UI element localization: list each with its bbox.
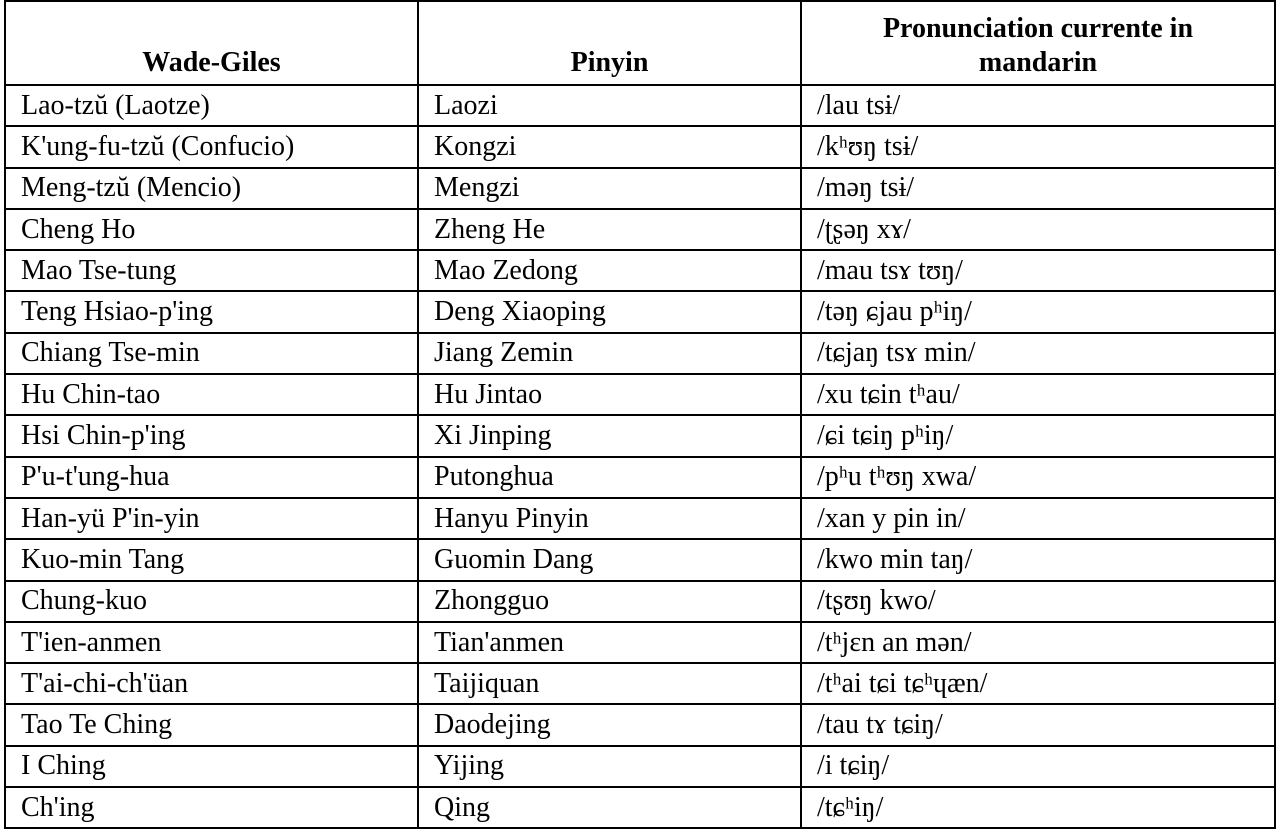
pronunciation-cell: /mau tsɤ tʊŋ/ [800, 249, 1276, 293]
pinyin-cell: Jiang Zemin [417, 331, 802, 376]
wade-giles-cell: K'ung-fu-tzŭ (Confucio) [4, 125, 419, 169]
table-row: Meng-tzŭ (Mencio) Mengzi/məŋ tsɨ/ [4, 166, 1276, 210]
pinyin-cell: Taijiquan [417, 662, 802, 706]
pronunciation-cell: /təŋ ɕjau pʰiŋ/ [800, 290, 1276, 334]
pinyin-cell: Zhongguo [417, 579, 802, 623]
table-row: Cheng Ho Zheng He/ʈʂəŋ xɤ/ [4, 207, 1276, 252]
header-pronunciation: Pronunciation currente in mandarin [800, 0, 1276, 86]
wade-giles-cell: Ch'ing [4, 786, 419, 830]
wade-giles-cell: Chung-kuo [4, 579, 419, 623]
pinyin-cell: Zheng He [417, 207, 802, 252]
pinyin-cell: Tian'anmen [417, 620, 802, 665]
table-row: Tao Te Ching Daodejing/tau tɤ tɕiŋ/ [4, 703, 1276, 747]
wade-giles-cell: Chiang Tse-min [4, 331, 419, 376]
header-row: Wade-Giles Pinyin Pronunciation currente… [4, 0, 1276, 86]
pronunciation-cell: /tʂʊŋ kwo/ [800, 579, 1276, 623]
pronunciation-cell: /məŋ tsɨ/ [800, 166, 1276, 210]
table-row: Han-yü P'in-yin Hanyu Pinyin/xan y pin in… [4, 496, 1276, 541]
pronunciation-cell: /xu tɕin tʰau/ [800, 373, 1276, 417]
pronunciation-cell: /pʰu tʰʊŋ xwa/ [800, 455, 1276, 499]
wade-giles-cell: I Ching [4, 744, 419, 789]
pronunciation-cell: /lau tsɨ/ [800, 83, 1276, 128]
header-wade-giles: Wade-Giles [4, 0, 419, 86]
table-row: Chung-kuo Zhongguo/tʂʊŋ kwo/ [4, 579, 1276, 623]
table-row: Kuo-min Tang Guomin Dang/kwo min taŋ/ [4, 538, 1276, 582]
wade-giles-cell: Meng-tzŭ (Mencio) [4, 166, 419, 210]
pinyin-cell: Yijing [417, 744, 802, 789]
pinyin-cell: Xi Jinping [417, 414, 802, 458]
wade-giles-cell: Teng Hsiao-p'ing [4, 290, 419, 334]
table-row: Mao Tse-tung Mao Zedong/mau tsɤ tʊŋ/ [4, 249, 1276, 293]
table-row: K'ung-fu-tzŭ (Confucio) Kongzi/kʰʊŋ tsɨ/ [4, 125, 1276, 169]
table-row: Hsi Chin-p'ing Xi Jinping/ɕi tɕiŋ pʰiŋ/ [4, 414, 1276, 458]
pronunciation-cell: /tɕjaŋ tsɤ min/ [800, 331, 1276, 376]
pinyin-cell: Deng Xiaoping [417, 290, 802, 334]
pronunciation-cell: /kʰʊŋ tsɨ/ [800, 125, 1276, 169]
wade-giles-cell: Cheng Ho [4, 207, 419, 252]
table-row: Ch'ing Qing/tɕʰiŋ/ [4, 786, 1276, 830]
table-row: T'ai-chi-ch'üan Taijiquan/tʰai tɕi tɕʰɥæn… [4, 662, 1276, 706]
pinyin-cell: Guomin Dang [417, 538, 802, 582]
pinyin-cell: Kongzi [417, 125, 802, 169]
table-row: T'ien-anmen Tian'anmen/tʰjɛn an mən/ [4, 620, 1276, 665]
header-pinyin: Pinyin [417, 0, 802, 86]
table-row: Lao-tzŭ (Laotze) Laozi/lau tsɨ/ [4, 83, 1276, 128]
wade-giles-cell: Mao Tse-tung [4, 249, 419, 293]
pinyin-cell: Hu Jintao [417, 373, 802, 417]
wade-giles-cell: Han-yü P'in-yin [4, 496, 419, 541]
pinyin-cell: Mengzi [417, 166, 802, 210]
table-row: I Ching Yijing/i tɕiŋ/ [4, 744, 1276, 789]
pronunciation-cell: /kwo min taŋ/ [800, 538, 1276, 582]
pronunciation-cell: /ɕi tɕiŋ pʰiŋ/ [800, 414, 1276, 458]
wade-giles-cell: Kuo-min Tang [4, 538, 419, 582]
pinyin-cell: Daodejing [417, 703, 802, 747]
pinyin-cell: Qing [417, 786, 802, 830]
pinyin-cell: Hanyu Pinyin [417, 496, 802, 541]
pronunciation-cell: /tʰjɛn an mən/ [800, 620, 1276, 665]
romanization-table: Wade-Giles Pinyin Pronunciation currente… [4, 0, 1276, 830]
wade-giles-cell: T'ien-anmen [4, 620, 419, 665]
table-row: P'u-t'ung-hua Putonghua/pʰu tʰʊŋ xwa/ [4, 455, 1276, 499]
pinyin-cell: Putonghua [417, 455, 802, 499]
pronunciation-cell: /tɕʰiŋ/ [800, 786, 1276, 830]
pinyin-cell: Mao Zedong [417, 249, 802, 293]
pronunciation-cell: /ʈʂəŋ xɤ/ [800, 207, 1276, 252]
pinyin-cell: Laozi [417, 83, 802, 128]
table-row: Hu Chin-tao Hu Jintao/xu tɕin tʰau/ [4, 373, 1276, 417]
pronunciation-cell: /xan y pin in/ [800, 496, 1276, 541]
wade-giles-cell: Hu Chin-tao [4, 373, 419, 417]
wade-giles-cell: Lao-tzŭ (Laotze) [4, 83, 419, 128]
pronunciation-cell: /tau tɤ tɕiŋ/ [800, 703, 1276, 747]
pronunciation-cell: /i tɕiŋ/ [800, 744, 1276, 789]
wade-giles-cell: P'u-t'ung-hua [4, 455, 419, 499]
wade-giles-cell: Tao Te Ching [4, 703, 419, 747]
table-row: Teng Hsiao-p'ing Deng Xiaoping/təŋ ɕjau p… [4, 290, 1276, 334]
wade-giles-cell: T'ai-chi-ch'üan [4, 662, 419, 706]
wade-giles-cell: Hsi Chin-p'ing [4, 414, 419, 458]
pronunciation-cell: /tʰai tɕi tɕʰɥæn/ [800, 662, 1276, 706]
table-row: Chiang Tse-min Jiang Zemin/tɕjaŋ tsɤ min/ [4, 331, 1276, 376]
